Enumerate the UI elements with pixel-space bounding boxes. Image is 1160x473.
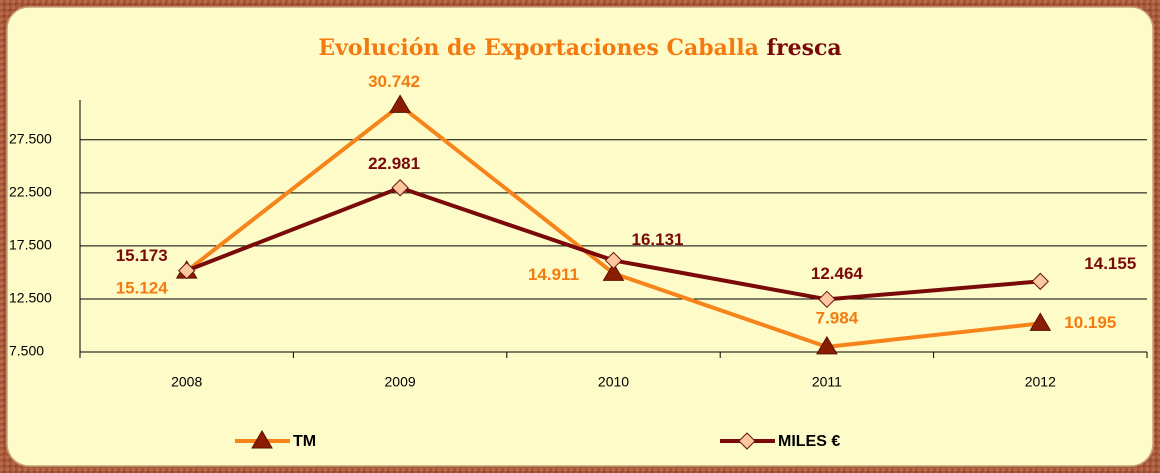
marker (251, 430, 273, 449)
y-tick-label: 12.500 (9, 290, 52, 306)
marker (604, 251, 623, 270)
value-label: 15.173 (116, 246, 168, 265)
value-label: 10.195 (1064, 313, 1116, 332)
marker (389, 94, 411, 113)
legend-item: TM (235, 430, 316, 450)
marker (818, 290, 836, 309)
chart-title: Evolución de Exportaciones Caballa fresc… (318, 35, 841, 61)
title-part: fresca (767, 35, 842, 61)
value-label: 14.155 (1084, 254, 1136, 273)
value-label: 22.981 (368, 154, 420, 173)
legend-item: MILES € (720, 432, 840, 450)
marker (1029, 312, 1052, 331)
marker (391, 179, 409, 197)
y-tick-label: 17.500 (9, 237, 52, 253)
y-tick-label: 7.500 (9, 343, 44, 359)
value-label: 14.911 (528, 265, 579, 284)
value-label: 30.742 (368, 72, 420, 91)
value-label: 16.131 (632, 230, 684, 249)
marker (602, 262, 625, 281)
marker (177, 261, 196, 280)
panel (6, 6, 1154, 467)
legend-label: TM (293, 433, 316, 450)
x-tick-label: 2010 (598, 374, 629, 390)
value-label: 12.464 (811, 264, 864, 283)
x-tick-label: 2008 (171, 374, 202, 390)
value-label: 7.984 (816, 308, 859, 327)
marker (1031, 272, 1050, 291)
x-tick-label: 2009 (385, 374, 416, 390)
legend-label: MILES € (778, 433, 840, 450)
x-tick-label: 2011 (812, 374, 842, 390)
grid (79, 100, 1148, 358)
y-tick-label: 27.500 (9, 130, 52, 146)
value-label: 15.124 (116, 279, 169, 298)
x-tick-label: 2012 (1025, 374, 1056, 390)
y-tick-label: 22.500 (9, 184, 52, 200)
marker (738, 432, 756, 450)
marker (816, 335, 838, 355)
plot: 15.124 30.742 14.911 7.984 10.195 15.173 22.98… (116, 72, 1136, 355)
title-part: Evolución de Exportaciones Caballa (318, 35, 758, 61)
